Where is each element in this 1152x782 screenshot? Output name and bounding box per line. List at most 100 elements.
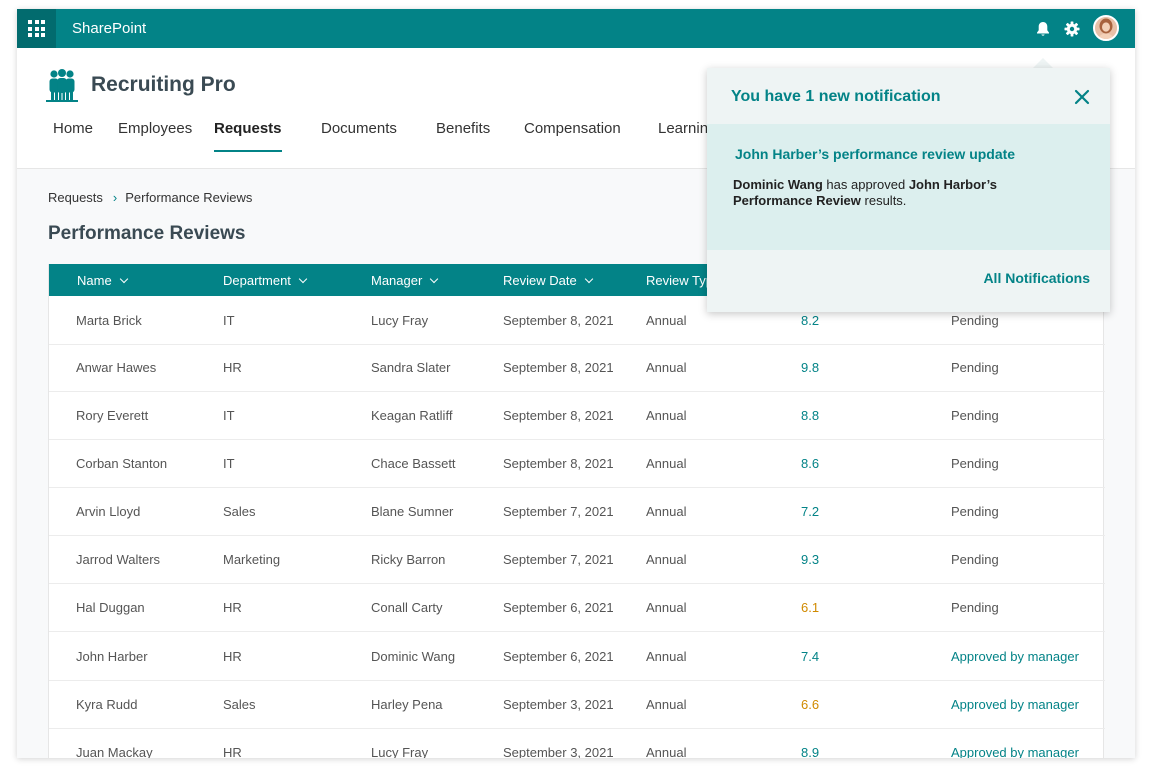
nav-compensation[interactable]: Compensation — [524, 120, 621, 137]
cell-manager: Sandra Slater — [371, 360, 451, 375]
nav-home[interactable]: Home — [53, 120, 94, 137]
cell-status: Pending — [951, 313, 999, 328]
cell-manager: Keagan Ratliff — [371, 408, 453, 423]
chevron-down-icon — [119, 274, 128, 283]
cell-department: IT — [223, 408, 235, 423]
cell-manager: Blane Sumner — [371, 504, 454, 519]
table-row[interactable]: Anwar Hawes HR Sandra Slater September 8, 2… — [49, 344, 1105, 392]
people-group-icon — [46, 69, 78, 102]
cell-name: Jarrod Walters — [76, 552, 161, 567]
column-header-review-date[interactable]: Review Date — [503, 273, 593, 288]
cell-status: Pending — [951, 600, 999, 615]
cell-manager: Lucy Fray — [371, 313, 429, 328]
cell-score: 9.3 — [801, 552, 820, 567]
chevron-down-icon — [584, 274, 593, 283]
waffle-icon — [28, 20, 45, 37]
cell-review-date: September 8, 2021 — [503, 456, 614, 471]
cell-review-type: Annual — [646, 600, 687, 615]
table-row[interactable]: Marta Brick IT Lucy Fray September 8, 2021 A… — [49, 297, 1105, 345]
cell-score: 8.2 — [801, 313, 820, 328]
cell-name: Rory Everett — [76, 408, 149, 423]
notification-item[interactable]: John Harber’s performance review update … — [707, 124, 1110, 250]
cell-department: HR — [223, 600, 242, 615]
cell-score: 6.1 — [801, 600, 820, 615]
cell-score: 8.9 — [801, 745, 820, 758]
nav-learning[interactable]: Learning — [658, 120, 717, 137]
notification-panel: You have 1 new notification John Harber’… — [707, 68, 1110, 312]
cell-department: IT — [223, 456, 235, 471]
table-row[interactable]: Rory Everett IT Keagan Ratliff September 8,… — [49, 392, 1105, 440]
table-row[interactable]: Jarrod Walters Marketing Ricky Barron Septe… — [49, 536, 1105, 584]
cell-review-type: Annual — [646, 456, 687, 471]
table-row[interactable]: Juan Mackay HR Lucy Fray September 3, 2021 A… — [49, 729, 1105, 758]
cell-status: Pending — [951, 360, 999, 375]
cell-name: Anwar Hawes — [76, 360, 157, 375]
cell-status: Pending — [951, 552, 999, 567]
cell-department: HR — [223, 745, 242, 758]
cell-name: Juan Mackay — [76, 745, 153, 758]
bell-icon[interactable] — [1033, 19, 1053, 39]
cell-department: Marketing — [223, 552, 281, 567]
cell-name: Arvin Lloyd — [76, 504, 141, 519]
notification-actor: Dominic Wang — [733, 177, 823, 192]
performance-reviews-table: Name Department Manager Review Date Revi… — [48, 264, 1105, 758]
nav-employees[interactable]: Employees — [118, 120, 193, 137]
cell-review-type: Annual — [646, 408, 687, 423]
cell-score: 7.2 — [801, 504, 820, 519]
cell-review-type: Annual — [646, 552, 687, 567]
column-header-manager[interactable]: Manager — [371, 273, 439, 288]
site-title: Recruiting Pro — [91, 73, 236, 96]
all-notifications-link[interactable]: All Notifications — [983, 270, 1090, 286]
nav-benefits[interactable]: Benefits — [436, 120, 491, 137]
cell-status: Pending — [951, 456, 999, 471]
cell-review-type: Annual — [646, 360, 687, 375]
column-header-review-type[interactable]: Review Type — [646, 273, 721, 288]
cell-department: Sales — [223, 504, 256, 519]
cell-manager: Chace Bassett — [371, 456, 456, 471]
cell-review-date: September 3, 2021 — [503, 745, 614, 758]
app-launcher-button[interactable] — [17, 9, 56, 48]
avatar-photo-icon — [1095, 17, 1117, 39]
cell-review-date: September 7, 2021 — [503, 504, 614, 519]
column-header-name[interactable]: Name — [77, 273, 128, 288]
cell-status[interactable]: Approved by manager — [951, 649, 1079, 664]
table-row[interactable]: Kyra Rudd Sales Harley Pena September 3, 20… — [49, 681, 1105, 729]
notification-item-title[interactable]: John Harber’s performance review update — [735, 146, 1016, 162]
cell-name: John Harber — [76, 649, 148, 664]
cell-status: Pending — [951, 504, 999, 519]
breadcrumb-requests[interactable]: Requests — [48, 190, 103, 205]
cell-review-type: Annual — [646, 697, 687, 712]
cell-review-date: September 6, 2021 — [503, 600, 614, 615]
cell-score: 8.6 — [801, 456, 820, 471]
cell-status[interactable]: Approved by manager — [951, 697, 1079, 712]
notification-action: has approved — [822, 177, 909, 192]
cell-score: 6.6 — [801, 697, 820, 712]
table-row[interactable]: John Harber HR Dominic Wang September 6, 20… — [49, 633, 1105, 681]
table-row[interactable]: Corban Stanton IT Chace Bassett September 8… — [49, 440, 1105, 488]
nav-documents[interactable]: Documents — [321, 120, 397, 137]
cell-review-type: Annual — [646, 745, 687, 758]
sharepoint-window: SharePoint — [17, 9, 1135, 758]
page-title: Performance Reviews — [48, 223, 246, 244]
notification-header: You have 1 new notification — [731, 88, 941, 105]
suite-bar: SharePoint — [17, 9, 1135, 48]
cell-manager: Dominic Wang — [371, 649, 456, 664]
user-avatar[interactable] — [1093, 15, 1119, 41]
chevron-down-icon — [298, 274, 308, 283]
nav-requests[interactable]: Requests — [214, 120, 282, 152]
cell-department: IT — [223, 313, 235, 328]
cell-manager: Ricky Barron — [371, 552, 446, 567]
cell-department: Sales — [223, 697, 256, 712]
table-row[interactable]: Hal Duggan HR Conall Carty September 6, 202… — [49, 584, 1105, 632]
column-header-department[interactable]: Department — [223, 273, 308, 288]
cell-review-type: Annual — [646, 649, 687, 664]
gear-icon[interactable] — [1062, 19, 1082, 39]
cell-status[interactable]: Approved by manager — [951, 745, 1079, 758]
cell-name: Kyra Rudd — [76, 697, 138, 712]
cell-manager: Harley Pena — [371, 697, 443, 712]
cell-name: Corban Stanton — [76, 456, 168, 471]
cell-score: 7.4 — [801, 649, 820, 664]
table-row[interactable]: Arvin Lloyd Sales Blane Sumner September 7,… — [49, 488, 1105, 536]
close-icon[interactable] — [1073, 88, 1091, 106]
breadcrumb-current: Performance Reviews — [125, 190, 253, 205]
